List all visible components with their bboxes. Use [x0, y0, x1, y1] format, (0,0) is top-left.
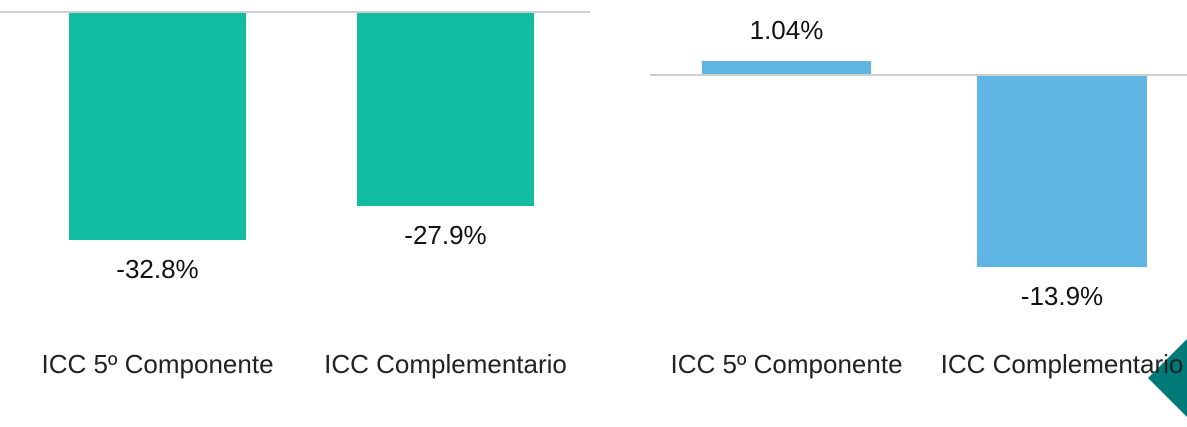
- bar: [977, 75, 1147, 267]
- value-label: -27.9%: [404, 219, 487, 250]
- value-label: 1.04%: [749, 14, 824, 45]
- bar: [357, 12, 534, 206]
- baseline: [650, 74, 1187, 76]
- value-label: -13.9%: [1020, 280, 1104, 311]
- bar: [69, 12, 246, 240]
- x-tick-label: ICC Complementario: [324, 349, 567, 379]
- value-label: -32.8%: [116, 253, 199, 284]
- x-tick-label: ICC 5º Componente: [41, 349, 274, 379]
- x-tick-label: ICC 5º Componente: [670, 349, 903, 379]
- x-tick-label: ICC Complementario: [940, 349, 1184, 379]
- baseline: [0, 11, 590, 13]
- decor-diamond: [1148, 339, 1187, 417]
- bar: [702, 60, 871, 75]
